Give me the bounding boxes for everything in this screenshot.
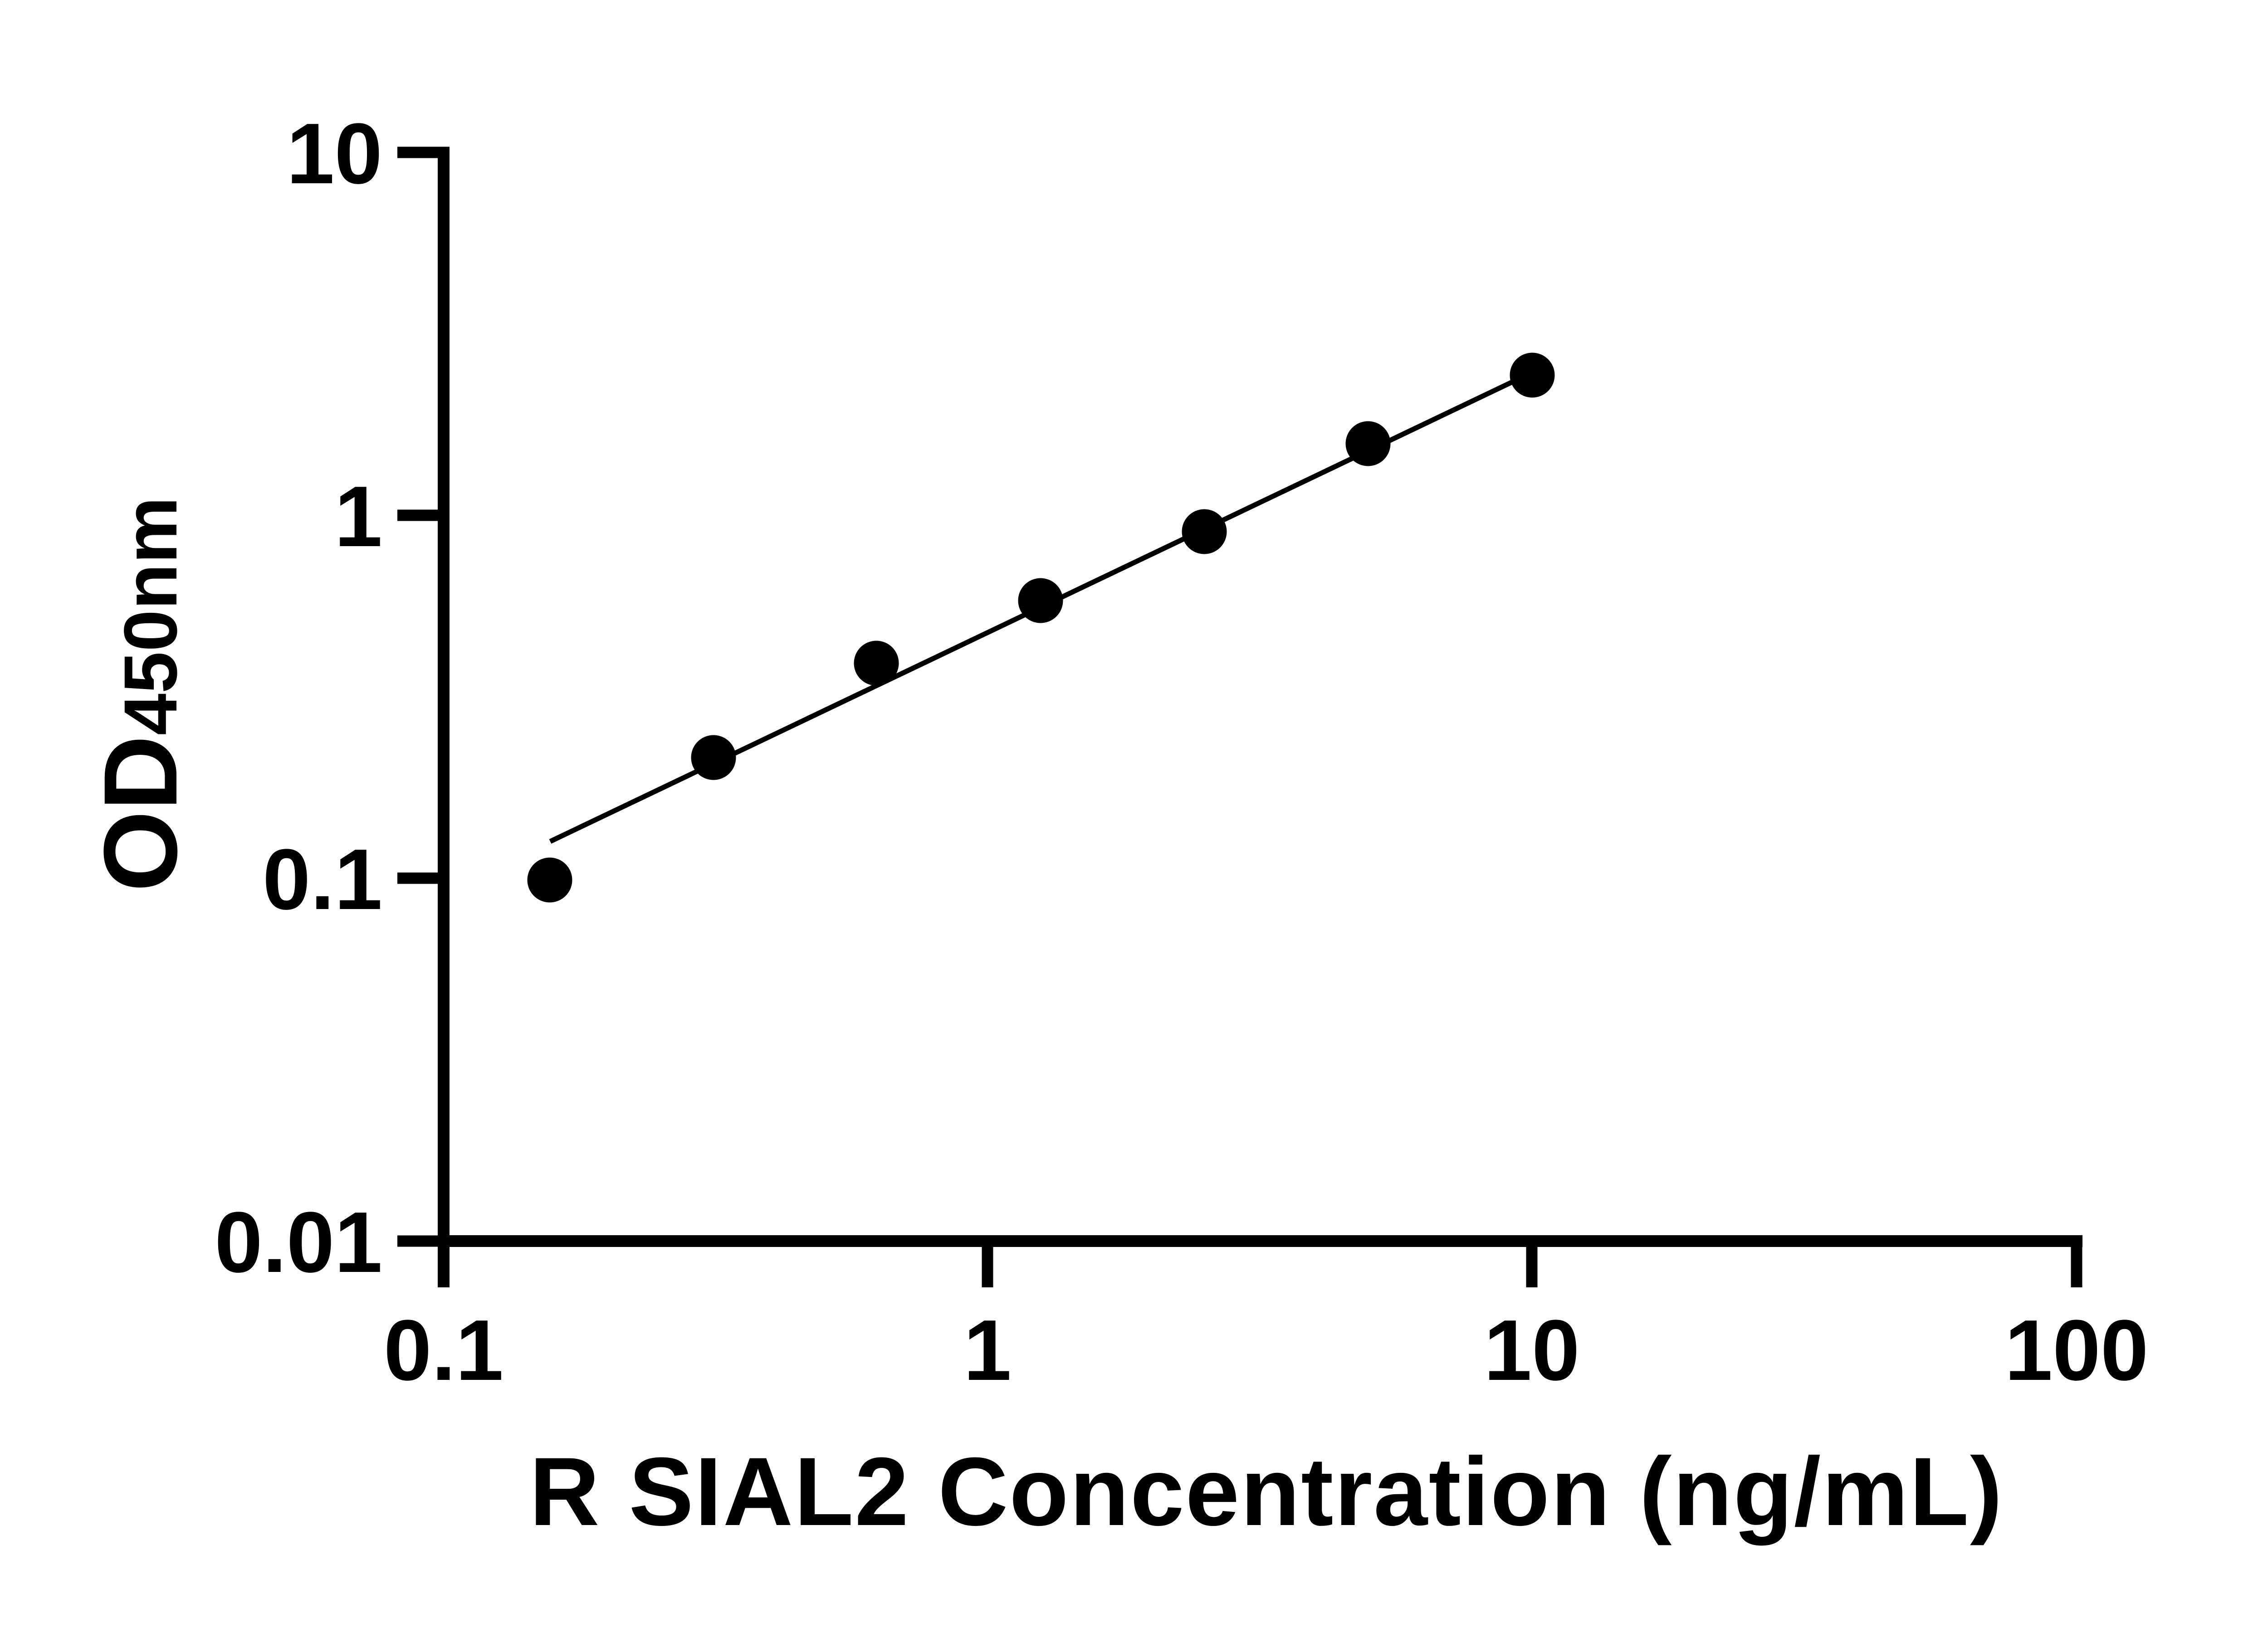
svg-text:0.1: 0.1: [384, 1302, 503, 1398]
svg-text:0.01: 0.01: [215, 1194, 382, 1291]
svg-text:1: 1: [334, 469, 382, 565]
svg-text:10: 10: [1484, 1302, 1579, 1398]
svg-text:1: 1: [963, 1302, 1012, 1398]
svg-text:10: 10: [287, 106, 382, 202]
svg-text:R SIAL2 Concentration (ng/mL): R SIAL2 Concentration (ng/mL): [529, 1437, 2004, 1546]
svg-text:0.1: 0.1: [263, 831, 382, 928]
svg-text:100: 100: [2004, 1302, 2148, 1398]
